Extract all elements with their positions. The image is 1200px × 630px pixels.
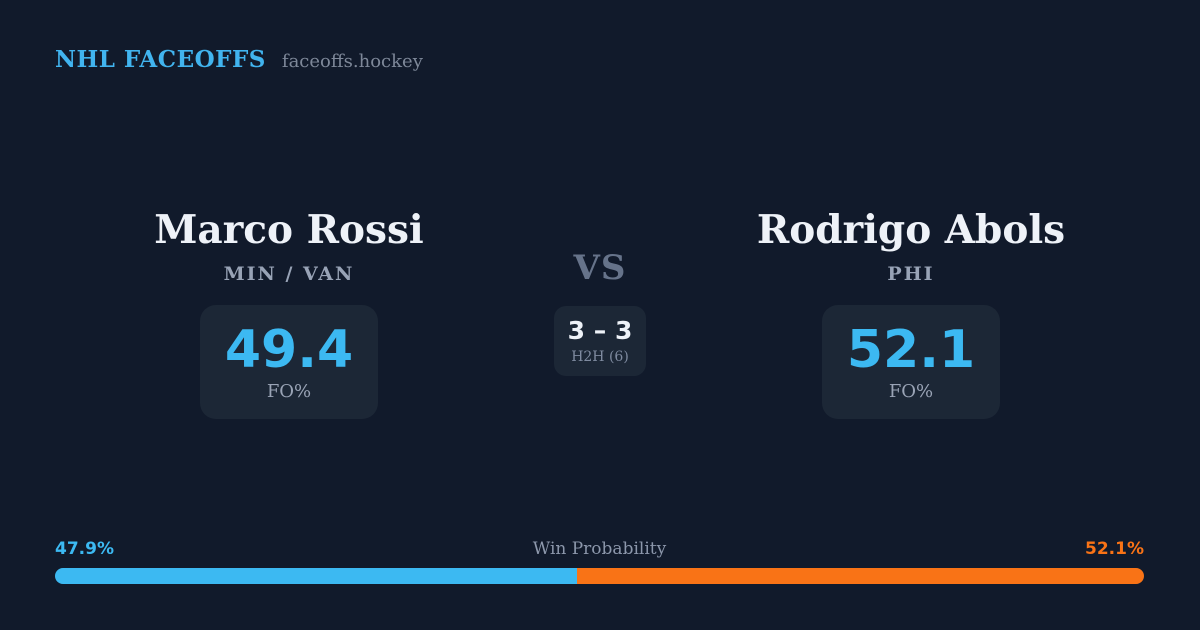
vs-section: VS 3 – 3 H2H (6)	[500, 249, 700, 376]
player-right-fo-label: FO%	[888, 381, 934, 403]
player-right-section: Rodrigo Abols PHI 52.1 FO%	[726, 207, 1096, 419]
win-prob-right-pct: 52.1%	[1085, 539, 1144, 559]
player-left-section: Marco Rossi MIN / VAN 49.4 FO%	[104, 207, 474, 419]
player-right-teams: PHI	[887, 263, 935, 285]
player-left-fo-value: 49.4	[224, 319, 354, 380]
site-label: faceoffs.hockey	[281, 51, 423, 72]
win-prob-left-pct: 47.9%	[55, 539, 114, 559]
win-bar-left-segment	[55, 568, 577, 584]
player-right-fo-value: 52.1	[846, 319, 976, 380]
brand-title: NHL FACEOFFS	[55, 46, 266, 73]
h2h-score: 3 – 3	[567, 316, 633, 346]
player-left-fo-label: FO%	[266, 381, 312, 403]
win-bar-right-segment	[576, 568, 1144, 584]
player-right-name: Rodrigo Abols	[756, 207, 1066, 253]
player-right-fo-card: 52.1 FO%	[822, 305, 1000, 419]
win-probability-labels: 47.9% Win Probability 52.1%	[55, 539, 1144, 559]
header: NHL FACEOFFS faceoffs.hockey	[55, 46, 423, 73]
player-left-fo-card: 49.4 FO%	[200, 305, 378, 419]
player-left-name: Marco Rossi	[154, 207, 424, 253]
player-left-teams: MIN / VAN	[223, 263, 355, 285]
win-prob-title: Win Probability	[532, 539, 667, 559]
win-probability-bar	[55, 568, 1144, 584]
win-probability-section: 47.9% Win Probability 52.1%	[55, 539, 1144, 584]
h2h-card: 3 – 3 H2H (6)	[554, 306, 646, 376]
vs-label: VS	[573, 248, 627, 288]
h2h-label: H2H (6)	[571, 348, 629, 365]
